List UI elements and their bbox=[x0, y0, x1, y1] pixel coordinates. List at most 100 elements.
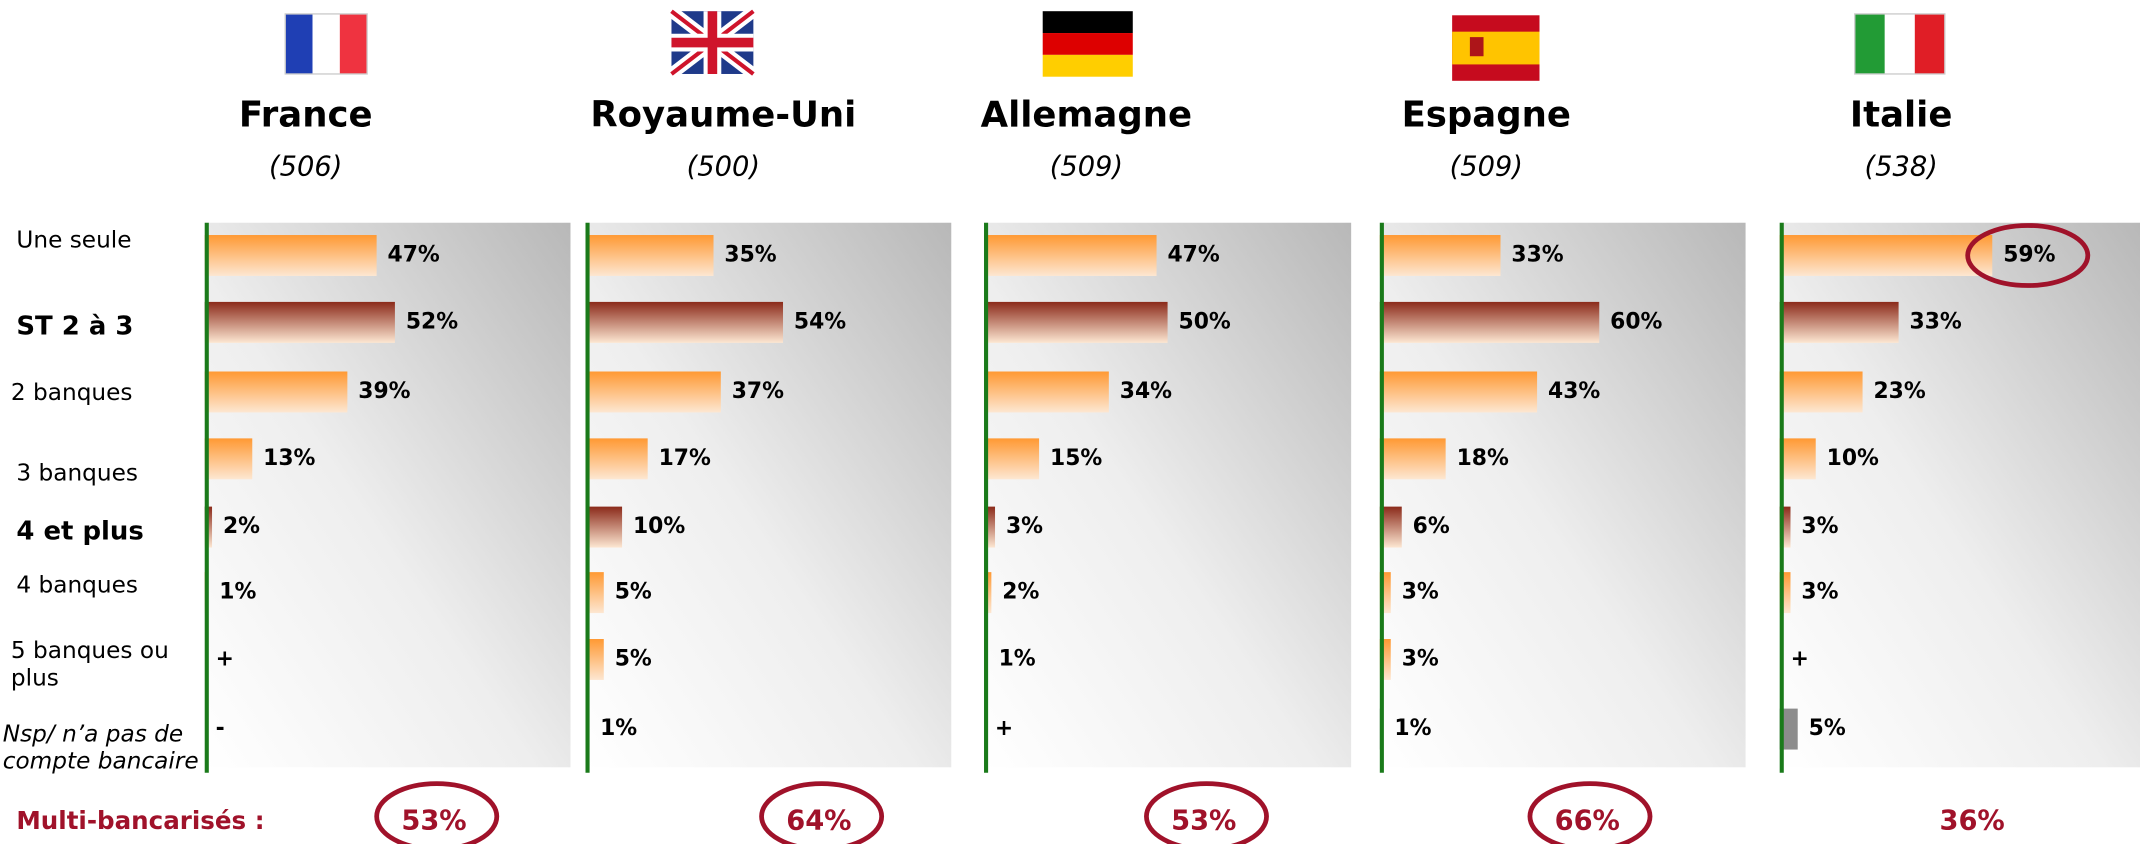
panel-subtitle: (509) bbox=[1050, 152, 1123, 183]
row-label-box: 4 banques bbox=[16, 572, 138, 599]
value-label: 43% bbox=[1548, 379, 1600, 404]
bar bbox=[984, 235, 1157, 276]
bar bbox=[1779, 301, 1899, 343]
total-circle bbox=[759, 781, 885, 844]
value-label: + bbox=[216, 646, 234, 671]
bar bbox=[1379, 371, 1538, 413]
flag bbox=[1854, 13, 1946, 75]
bar bbox=[1379, 639, 1391, 680]
row-label-box: Nsp/ n’a pas de compte bancaire bbox=[3, 721, 199, 776]
bar bbox=[984, 371, 1109, 413]
row-label: 4 et plus bbox=[16, 517, 144, 547]
total-circle bbox=[374, 781, 500, 844]
bar bbox=[204, 301, 395, 343]
value-label: 35% bbox=[724, 242, 776, 267]
value-label: 23% bbox=[1873, 379, 1925, 404]
bar bbox=[1779, 708, 1798, 750]
value-label: 50% bbox=[1179, 309, 1231, 334]
bar bbox=[984, 506, 996, 548]
row-label: ST 2 à 3 bbox=[16, 312, 134, 342]
value-label: 2% bbox=[1002, 580, 1039, 605]
panel-title: Allemagne bbox=[981, 94, 1192, 135]
row-label: 5 banques ou plus bbox=[10, 637, 169, 693]
value-label: 47% bbox=[388, 242, 440, 267]
bar bbox=[204, 235, 377, 276]
panel-subtitle: (509) bbox=[1450, 152, 1523, 183]
bar bbox=[984, 301, 1168, 343]
panel-title: Royaume-Uni bbox=[590, 94, 856, 135]
panel-title: France bbox=[239, 94, 373, 135]
flag bbox=[1452, 31, 1540, 65]
value-label: 6% bbox=[1413, 514, 1450, 539]
bar bbox=[1379, 506, 1402, 548]
row-label-box: 5 banques ou plus bbox=[10, 637, 169, 693]
value-label: 1% bbox=[999, 646, 1036, 671]
value-label: 3% bbox=[1801, 514, 1838, 539]
flag bbox=[284, 13, 368, 75]
value-label: 47% bbox=[1167, 242, 1219, 267]
row-label: 3 banques bbox=[16, 460, 138, 488]
value-label: 3% bbox=[1402, 580, 1439, 605]
bar bbox=[585, 371, 721, 413]
row-label: Une seule bbox=[16, 226, 132, 255]
value-label: - bbox=[216, 716, 225, 741]
row-label-box: ST 2 à 3 bbox=[16, 312, 134, 342]
bar bbox=[1779, 572, 1791, 614]
flag bbox=[1042, 11, 1133, 34]
value-label: 3% bbox=[1402, 646, 1439, 671]
bar bbox=[585, 506, 623, 548]
panel-subtitle: (506) bbox=[269, 152, 342, 183]
flag bbox=[1854, 13, 1885, 74]
bar bbox=[1379, 572, 1391, 614]
bar bbox=[984, 438, 1040, 480]
value-label: 59% bbox=[2003, 242, 2055, 267]
value-label: 15% bbox=[1050, 446, 1102, 471]
bar bbox=[1379, 235, 1501, 276]
bar bbox=[1779, 438, 1816, 480]
footer-label: Multi-bancarisés : bbox=[16, 806, 264, 835]
value-label: 10% bbox=[633, 514, 685, 539]
row-label-box: 3 banques bbox=[16, 460, 138, 488]
row-label-box: 2 banques bbox=[10, 379, 133, 407]
total-label: 53% bbox=[401, 805, 466, 836]
total-circle bbox=[1144, 781, 1269, 844]
value-label: 5% bbox=[615, 580, 652, 605]
flag bbox=[339, 13, 368, 74]
bar bbox=[1379, 301, 1600, 343]
bar bbox=[1779, 506, 1791, 548]
value-label: 2% bbox=[223, 514, 260, 539]
highlight-circle bbox=[1965, 223, 2091, 288]
value-label: 13% bbox=[263, 446, 315, 471]
value-label: 5% bbox=[615, 646, 652, 671]
flag bbox=[671, 11, 754, 74]
total-label: 36% bbox=[1939, 805, 2004, 836]
value-label: 33% bbox=[1511, 242, 1563, 267]
value-label: 33% bbox=[1910, 309, 1962, 334]
flag bbox=[1469, 37, 1484, 57]
panel-subtitle: (538) bbox=[1864, 152, 1937, 183]
value-label: 3% bbox=[1801, 580, 1838, 605]
bar bbox=[585, 301, 784, 343]
flag bbox=[1884, 13, 1915, 74]
value-label: 60% bbox=[1610, 309, 1662, 334]
bar bbox=[585, 438, 648, 480]
flag bbox=[285, 13, 313, 74]
total-circle bbox=[1527, 781, 1653, 844]
bar bbox=[585, 639, 604, 680]
value-label: 39% bbox=[358, 379, 410, 404]
value-label: 3% bbox=[1006, 514, 1043, 539]
value-label: 10% bbox=[1827, 446, 1879, 471]
value-label: 17% bbox=[659, 446, 711, 471]
value-label: 1% bbox=[600, 716, 637, 741]
row-label-box: Une seule bbox=[16, 226, 132, 255]
bar bbox=[1779, 235, 1993, 276]
row-label: 2 banques bbox=[10, 379, 133, 407]
value-label: 37% bbox=[732, 379, 784, 404]
flag bbox=[1042, 54, 1133, 77]
panel-title: Italie bbox=[1850, 94, 1952, 135]
total-label: 64% bbox=[786, 805, 851, 836]
bar bbox=[1779, 371, 1863, 413]
panel-title: Espagne bbox=[1402, 94, 1571, 135]
value-label: 18% bbox=[1457, 446, 1509, 471]
